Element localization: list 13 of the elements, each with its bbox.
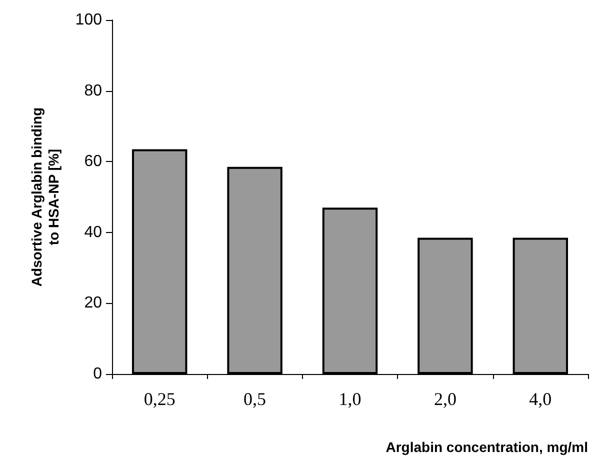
y-tick-label: 100 xyxy=(75,12,102,28)
x-tick-label: 4,0 xyxy=(529,389,552,409)
y-tick-label: 20 xyxy=(84,294,102,312)
y-tick-label: 80 xyxy=(84,82,102,100)
y-tick-label: 60 xyxy=(84,153,102,170)
y-tick-label: 0 xyxy=(93,366,102,382)
x-tick-label: 2,0 xyxy=(434,389,456,409)
y-axis-title: Adsortive Arglabin binding to HSA-NP [%] xyxy=(28,107,62,287)
x-tick-label: 0,25 xyxy=(144,389,176,409)
y-tick-label: 40 xyxy=(84,224,102,241)
x-axis-title: Arglabin concentration, mg/ml xyxy=(386,439,588,455)
x-tick-label: 1,0 xyxy=(338,389,362,409)
x-tick-label: 0,5 xyxy=(244,389,266,409)
